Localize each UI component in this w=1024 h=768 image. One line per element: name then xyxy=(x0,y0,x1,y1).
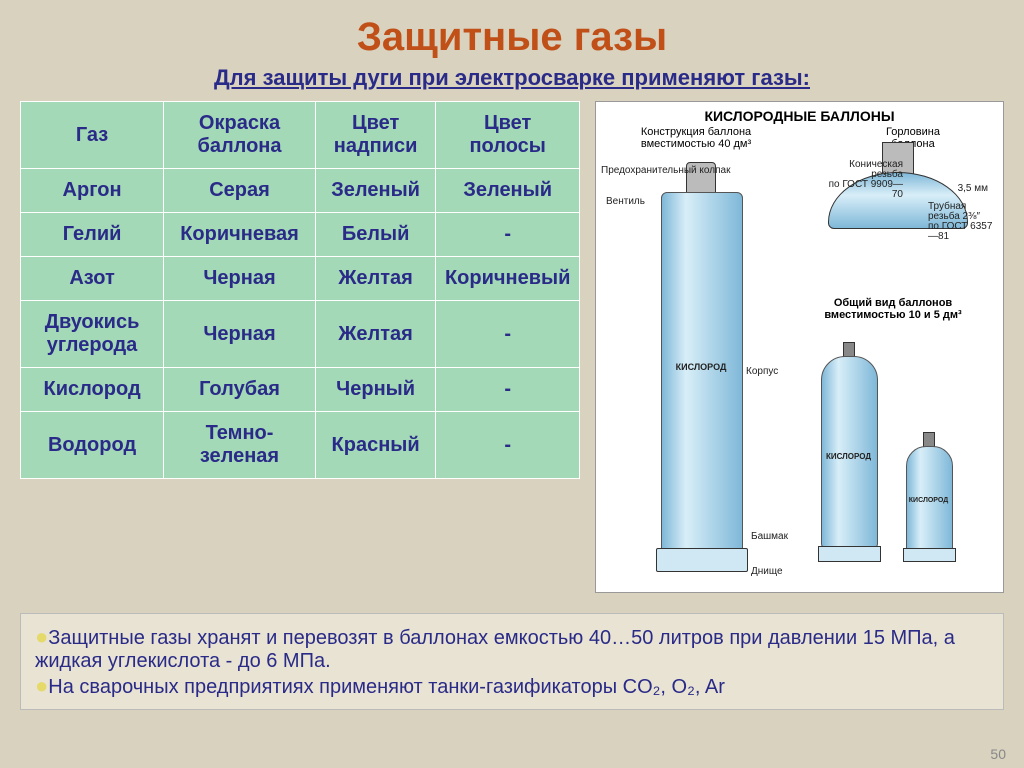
anno-body: Корпус xyxy=(746,367,778,377)
anno-valve: Вентиль xyxy=(606,197,645,207)
cylinder-medium: КИСЛОРОД xyxy=(821,342,876,562)
anno-cap: Предохранительный колпак xyxy=(601,166,730,176)
table-row: ГелийКоричневаяБелый- xyxy=(21,213,580,257)
gas-table: Газ Окраска баллона Цвет надписи Цвет по… xyxy=(20,101,580,593)
anno-dim: 3,5 мм xyxy=(958,184,988,194)
table-row: АзотЧернаяЖелтаяКоричневый xyxy=(21,257,580,301)
bullet-icon: ● xyxy=(35,624,48,649)
cylinder-small: КИСЛОРОД xyxy=(906,432,951,562)
col-header: Цвет полосы xyxy=(436,102,580,169)
table-row: ВодородТемно-зеленаяКрасный- xyxy=(21,412,580,479)
page-title: Защитные газы xyxy=(20,15,1004,60)
footer-box: ●Защитные газы хранят и перевозят в балл… xyxy=(20,613,1004,710)
cylinder-body xyxy=(661,192,743,554)
diagram-caption-left: Конструкция баллона вместимостью 40 дм³ xyxy=(606,126,786,150)
cylinder-label: КИСЛОРОД xyxy=(909,497,948,504)
table-row: Двуокись углеродаЧернаяЖелтая- xyxy=(21,301,580,368)
anno-pipe: Трубная резьба 2⅜″ по ГОСТ 6357—81 xyxy=(928,202,998,242)
col-header: Окраска баллона xyxy=(164,102,316,169)
cylinder-shoe xyxy=(818,546,881,562)
cylinder-large: КИСЛОРОД xyxy=(661,162,741,572)
cylinder-diagram: КИСЛОРОДНЫЕ БАЛЛОНЫ Конструкция баллона … xyxy=(595,101,1004,593)
footer-line-2: ●На сварочных предприятиях применяют тан… xyxy=(35,673,989,699)
anno-thread: Коническая резьба по ГОСТ 9909—70 xyxy=(823,160,903,200)
cylinder-label: КИСЛОРОД xyxy=(676,362,727,372)
table-row: КислородГолубаяЧерный- xyxy=(21,368,580,412)
page-subtitle: Для защиты дуги при электросварке примен… xyxy=(20,65,1004,91)
anno-bottom: Днище xyxy=(751,567,783,577)
cylinder-shoe xyxy=(656,548,748,572)
col-header: Цвет надписи xyxy=(315,102,436,169)
cylinder-label: КИСЛОРОД xyxy=(826,452,871,461)
anno-shoe: Башмак xyxy=(751,532,788,542)
footer-line-1: ●Защитные газы хранят и перевозят в балл… xyxy=(35,624,989,673)
diagram-title: КИСЛОРОДНЫЕ БАЛЛОНЫ xyxy=(596,102,1003,124)
bullet-icon: ● xyxy=(35,673,48,698)
cylinder-shoe xyxy=(903,548,956,562)
diagram-caption-mid: Общий вид баллонов вместимостью 10 и 5 д… xyxy=(798,297,988,321)
content-row: Газ Окраска баллона Цвет надписи Цвет по… xyxy=(20,101,1004,593)
col-header: Газ xyxy=(21,102,164,169)
slide-number: 50 xyxy=(990,746,1006,762)
table-row: АргонСераяЗеленыйЗеленый xyxy=(21,169,580,213)
table-header-row: Газ Окраска баллона Цвет надписи Цвет по… xyxy=(21,102,580,169)
